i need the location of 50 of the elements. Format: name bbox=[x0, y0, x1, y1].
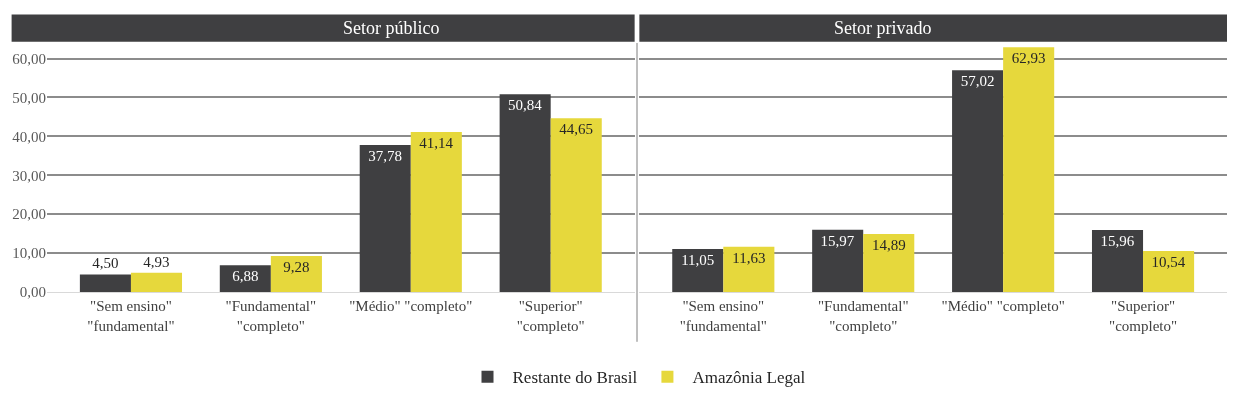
data-label: 4,50 bbox=[92, 255, 119, 272]
bar bbox=[812, 229, 864, 292]
y-tick-label: 60,00 bbox=[12, 50, 46, 67]
y-tick-label: 50,00 bbox=[12, 89, 46, 106]
bar bbox=[79, 274, 131, 292]
bar bbox=[1091, 229, 1144, 292]
bar bbox=[499, 94, 551, 292]
bar bbox=[270, 255, 322, 292]
x-tick-label: "Fundamental" "completo" bbox=[817, 298, 909, 334]
x-tick-label: "Superior" "completo" bbox=[1109, 298, 1178, 334]
data-label: 9,28 bbox=[283, 258, 310, 275]
chart-title: Setor público bbox=[343, 18, 440, 38]
data-label: 41,14 bbox=[419, 134, 454, 151]
y-tick-label: 20,00 bbox=[12, 206, 46, 223]
chart-title: Setor privado bbox=[834, 18, 932, 38]
bar bbox=[410, 131, 462, 292]
x-tick-label: "Médio" "completo" bbox=[941, 298, 1065, 314]
bar bbox=[863, 234, 915, 292]
data-label: 15,96 bbox=[1100, 232, 1135, 249]
data-label: 6,88 bbox=[232, 268, 259, 285]
data-label: 44,65 bbox=[559, 121, 594, 138]
data-label: 15,97 bbox=[820, 232, 855, 249]
bar bbox=[723, 246, 775, 292]
x-tick-label: "Fundamental" "completo" bbox=[225, 298, 317, 334]
x-tick-label: "Sem ensino" "fundamental" bbox=[87, 298, 175, 334]
bar bbox=[359, 145, 411, 292]
data-label: 11,63 bbox=[732, 249, 766, 266]
data-label: 50,84 bbox=[508, 97, 543, 114]
y-tick-label: 30,00 bbox=[12, 167, 46, 184]
bar bbox=[1003, 47, 1055, 292]
bar bbox=[672, 249, 724, 292]
x-tick-label: "Superior" "completo" bbox=[516, 298, 585, 334]
data-label: 11,05 bbox=[681, 252, 715, 269]
y-tick-label: 0,00 bbox=[19, 284, 46, 301]
data-label: 37,78 bbox=[368, 148, 403, 165]
data-label: 62,93 bbox=[1011, 50, 1046, 67]
data-label: 57,02 bbox=[960, 73, 995, 90]
bar bbox=[1143, 250, 1195, 292]
legend-label: Restante do Brasil bbox=[512, 368, 638, 388]
data-label: 4,93 bbox=[143, 253, 170, 270]
x-tick-label: "Médio" "completo" bbox=[349, 298, 473, 314]
y-tick-label: 10,00 bbox=[12, 245, 46, 262]
legend-label: Amazônia Legal bbox=[692, 368, 806, 388]
bar bbox=[550, 118, 602, 292]
data-label: 10,54 bbox=[1151, 253, 1186, 270]
data-label: 14,89 bbox=[871, 237, 906, 254]
x-tick-label: "Sem ensino" "fundamental" bbox=[679, 298, 767, 334]
bar bbox=[130, 272, 183, 292]
bar bbox=[952, 70, 1004, 292]
y-tick-label: 40,00 bbox=[12, 128, 46, 145]
